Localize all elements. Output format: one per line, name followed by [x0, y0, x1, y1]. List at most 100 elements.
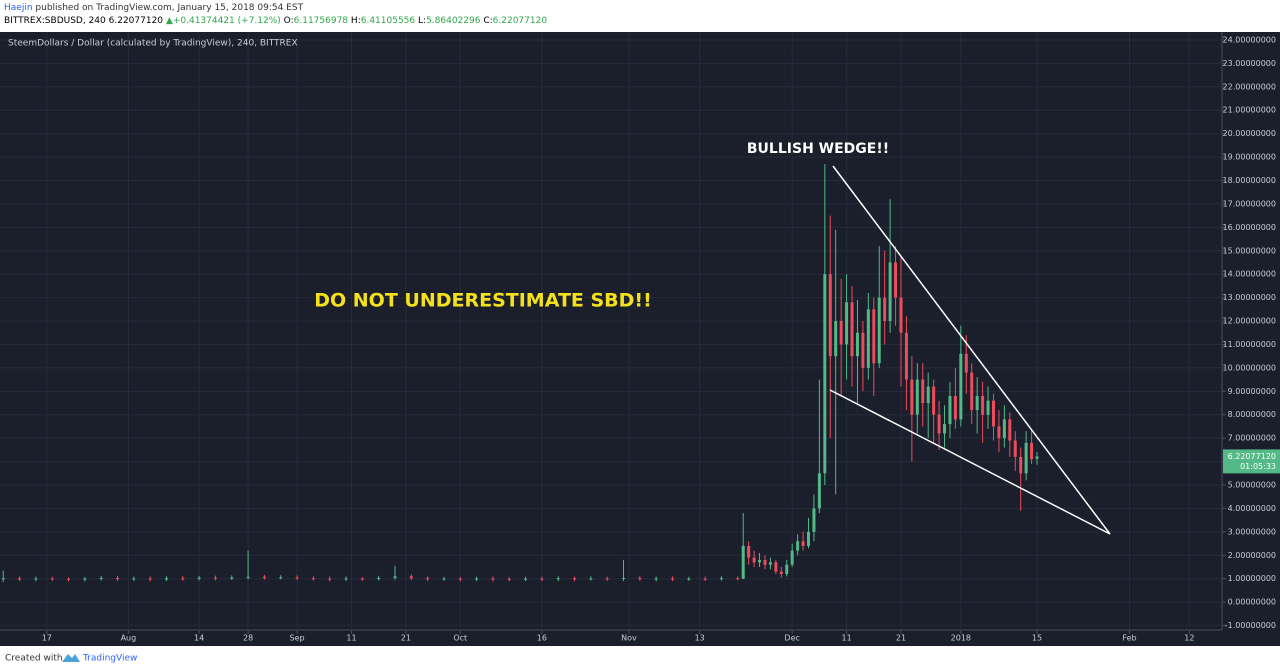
candle-body: [736, 578, 740, 580]
close-label: C:: [483, 16, 492, 26]
y-tick-label: 10.00000000: [1223, 363, 1276, 372]
candle-body: [801, 541, 805, 546]
publisher[interactable]: Haejin: [4, 3, 33, 13]
y-tick-label: 20.00000000: [1223, 129, 1276, 138]
x-tick-label: 11: [346, 634, 356, 643]
candle-body: [970, 372, 974, 411]
candle-body: [556, 578, 560, 580]
up-arrow: ▲: [166, 16, 173, 26]
candle-body: [148, 578, 152, 580]
published: published on TradingView.com, January 15…: [35, 3, 303, 13]
candle-body: [295, 577, 299, 579]
candle-body: [475, 578, 479, 580]
x-tick-label: 14: [194, 634, 204, 643]
candle-body: [393, 576, 397, 578]
candle-body: [1035, 456, 1039, 459]
candle-body: [866, 309, 870, 368]
y-tick-label: 22.00000000: [1223, 82, 1276, 91]
candle-body: [719, 578, 723, 580]
candle-body: [752, 557, 756, 563]
quote-line: BITTREX:SBDUSD, 240 6.22077120 ▲+0.41374…: [4, 16, 547, 26]
y-tick-label: 4.00000000: [1228, 504, 1276, 513]
candle-body: [845, 302, 849, 345]
candle-body: [18, 578, 22, 580]
y-tick-label: 1.00000000: [1228, 574, 1276, 583]
candle-body: [116, 578, 120, 580]
candle-body: [953, 396, 957, 420]
y-tick-label: 14.00000000: [1223, 270, 1276, 279]
candle-body: [67, 578, 71, 580]
y-tick-label: 23.00000000: [1223, 59, 1276, 68]
candle-body: [181, 578, 185, 580]
candle-body: [279, 577, 283, 579]
candle-body: [774, 562, 778, 572]
candle-body: [790, 550, 794, 565]
y-tick-label: 15.00000000: [1223, 246, 1276, 255]
candle-body: [1024, 442, 1028, 474]
x-tick-label: Nov: [621, 634, 637, 643]
x-tick-label: 11: [841, 634, 851, 643]
low: 5.86402296: [426, 16, 481, 26]
footer-brand[interactable]: TradingView: [82, 654, 137, 664]
candle-body: [99, 578, 103, 579]
candle-body: [779, 571, 783, 575]
candle-body: [823, 274, 827, 474]
candle-body: [1, 578, 5, 580]
y-tick-label: 0.00000000: [1228, 598, 1276, 607]
candle-body: [888, 262, 892, 322]
trend-line: [832, 165, 1111, 535]
candle-body: [910, 379, 914, 415]
high-label: H:: [351, 16, 361, 26]
y-tick-label: 12.00000000: [1223, 317, 1276, 326]
chart-bg: [0, 32, 1280, 646]
candle-body: [654, 578, 658, 580]
y-tick-label: 5.00000000: [1228, 481, 1276, 490]
candle-body: [768, 562, 772, 565]
axes: -1.00000000 0.00000000 1.00000000 2.0000000…: [42, 35, 1280, 643]
high: 6.41105556: [361, 16, 416, 26]
legend-text: SteemDollars / Dollar (calculated by Tra…: [8, 39, 298, 49]
y-tick-label: 9.00000000: [1228, 387, 1276, 396]
candle-body: [991, 400, 995, 427]
annotation: DO NOT UNDERESTIMATE SBD!!: [314, 290, 652, 312]
footer-bg: [0, 646, 1280, 670]
y-tick-label: 13.00000000: [1223, 293, 1276, 302]
y-tick-label: 17.00000000: [1223, 199, 1276, 208]
candle-body: [834, 321, 838, 357]
candle-body: [828, 274, 832, 357]
candle-body: [883, 297, 887, 322]
candle-body: [894, 262, 898, 298]
candle-body: [573, 578, 577, 580]
candle-body: [943, 424, 947, 434]
candle-body: [959, 353, 963, 420]
candle-body: [262, 576, 266, 578]
x-tick-label: Aug: [121, 634, 137, 643]
footer-created: Created with: [5, 654, 63, 664]
candle-body: [34, 578, 38, 580]
candle-body: [975, 396, 979, 411]
open: 6.11756978: [294, 16, 349, 26]
candle-body: [785, 564, 789, 575]
y-tick-label: 16.00000000: [1223, 223, 1276, 232]
candle-body: [812, 508, 816, 532]
y-tick-label: 8.00000000: [1228, 410, 1276, 419]
candle-body: [839, 321, 843, 345]
candle-body: [589, 578, 593, 580]
header-bg: [0, 0, 1280, 32]
y-tick-label: 11.00000000: [1223, 340, 1276, 349]
x-tick-label: 21: [401, 634, 411, 643]
candle-body: [855, 332, 859, 357]
candle-body: [344, 578, 348, 580]
candle-body: [1013, 440, 1017, 457]
x-tick-label: Oct: [453, 634, 467, 643]
candle-body: [328, 578, 332, 580]
y-tick-label: 21.00000000: [1223, 106, 1276, 115]
last: 6.22077120: [109, 16, 164, 26]
candle-body: [426, 578, 430, 580]
candle-body: [377, 578, 381, 579]
y-tick-label: 3.00000000: [1228, 527, 1276, 536]
grid: [0, 32, 1222, 630]
x-tick-label: Feb: [1122, 634, 1136, 643]
candle-body: [877, 297, 881, 364]
